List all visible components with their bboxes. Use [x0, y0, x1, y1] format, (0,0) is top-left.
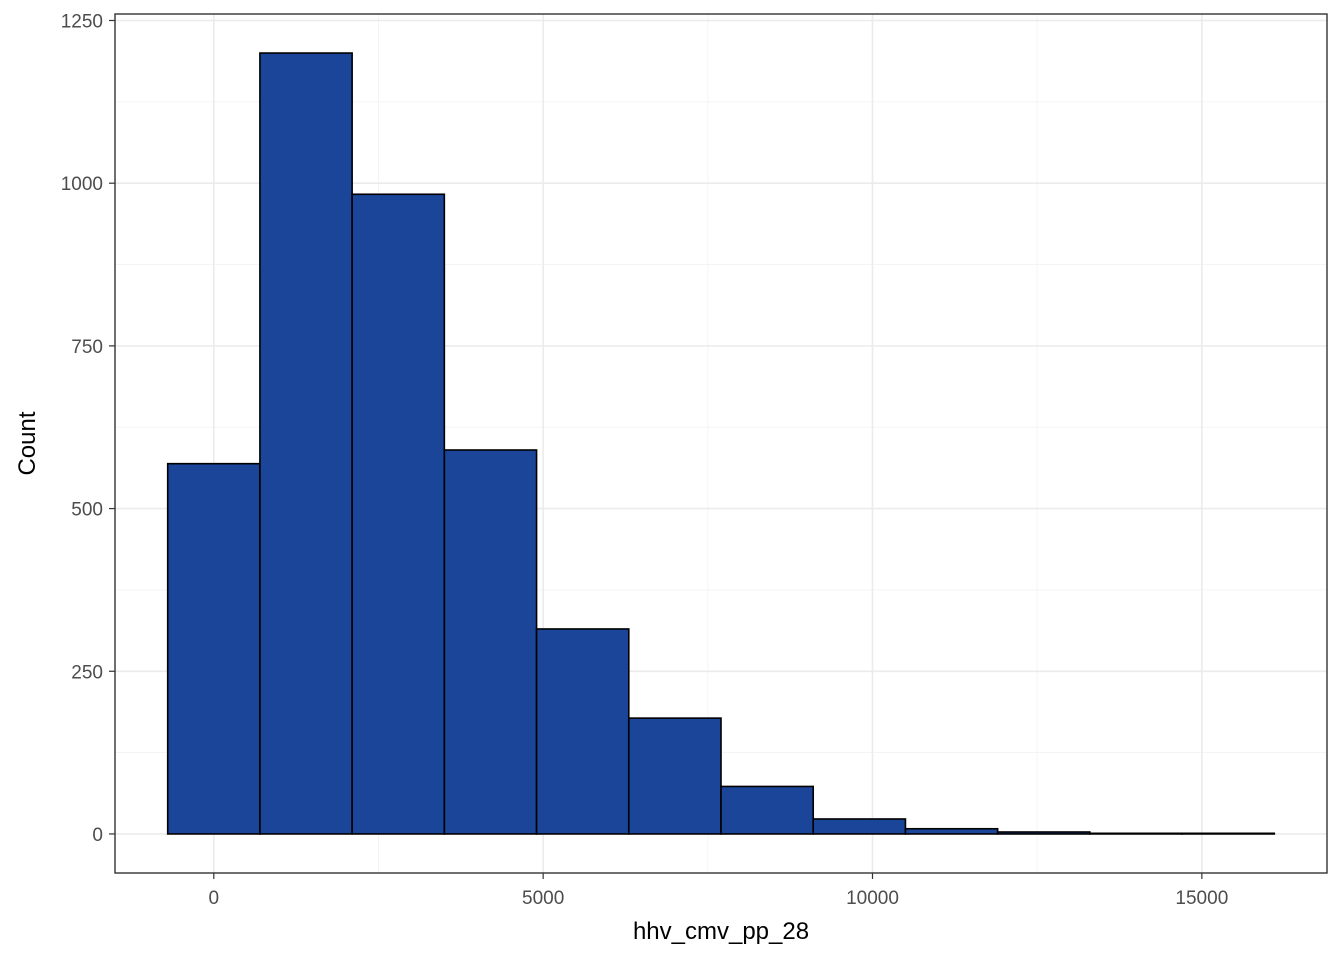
histogram-bar [812, 818, 907, 835]
x-tick-label: 15000 [1175, 888, 1228, 909]
histogram-bar [351, 193, 446, 835]
y-tick-label: 250 [71, 662, 103, 683]
histogram-bar [259, 52, 353, 835]
y-tick-label: 1000 [61, 174, 103, 195]
x-axis: 0 5000 10000 15000 [209, 873, 1228, 909]
histogram-bar [535, 628, 630, 835]
histogram-bar [627, 717, 722, 835]
histogram-bar [904, 827, 999, 835]
y-tick-label: 1250 [61, 12, 103, 33]
histogram-bars [166, 52, 1276, 835]
y-tick-label: 500 [71, 500, 103, 521]
x-tick-label: 10000 [846, 888, 899, 909]
y-axis-title: Count [14, 411, 41, 475]
panel-border [114, 13, 1328, 874]
histogram-bar [996, 831, 1091, 835]
histogram-bar [1089, 832, 1183, 835]
histogram-bar [166, 462, 261, 835]
x-axis-title: hhv_cmv_pp_28 [633, 918, 809, 945]
histogram-bar [443, 449, 538, 835]
histogram-bar [1181, 832, 1276, 835]
y-axis: 0 250 500 750 1000 1250 [61, 12, 115, 846]
y-tick-label: 0 [92, 825, 103, 846]
y-tick-label: 750 [71, 337, 103, 358]
x-tick-label: 5000 [522, 888, 564, 909]
histogram-bar [720, 785, 815, 835]
x-tick-label: 0 [209, 888, 220, 909]
